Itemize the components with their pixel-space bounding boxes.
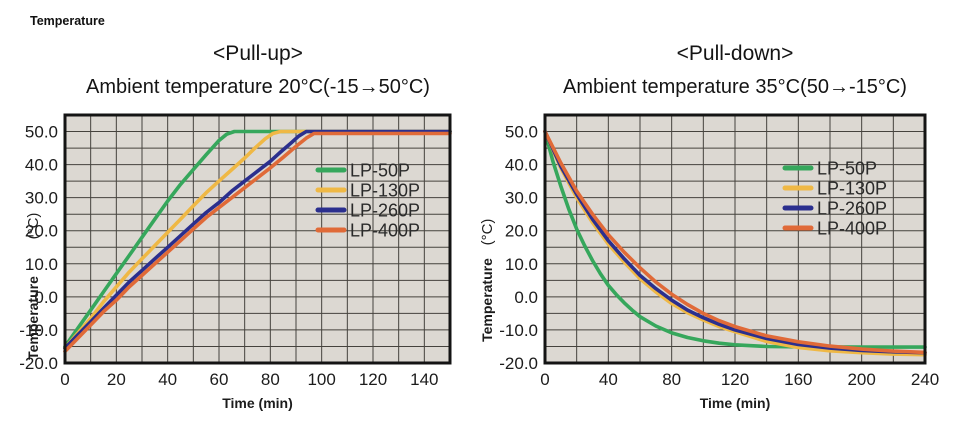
pulldown-x-tick-label: 160	[784, 370, 812, 389]
pulldown-chart-title: <Pull-down>	[676, 42, 794, 65]
pullup-y-tick-label: -20.0	[19, 354, 58, 373]
pulldown-y-tick-label: 20.0	[505, 222, 538, 241]
pulldown-y-tick-label: -20.0	[499, 354, 538, 373]
pullup-x-tick-label: 60	[210, 370, 229, 389]
pulldown-y-axis-unit: (°C)	[479, 219, 496, 246]
pulldown-x-tick-label: 0	[540, 370, 549, 389]
pullup-plot-area	[65, 115, 450, 363]
pulldown-x-tick-label: 80	[662, 370, 681, 389]
pullup-legend-label-LP-260P: LP-260P	[350, 201, 420, 221]
pullup-x-tick-label: 20	[107, 370, 126, 389]
pullup-y-tick-label: 0.0	[34, 288, 58, 307]
pulldown-legend-label-LP-50P: LP-50P	[817, 159, 877, 179]
pullup-legend-label-LP-130P: LP-130P	[350, 181, 420, 201]
pulldown-y-tick-label: 30.0	[505, 189, 538, 208]
pullup-chart-subtitle: Ambient temperature 20°C(-15→50°C)	[86, 76, 430, 98]
pullup-x-tick-label: 0	[60, 370, 69, 389]
pullup-y-axis-label: Temperature	[25, 276, 41, 360]
pulldown-y-tick-label: 40.0	[505, 156, 538, 175]
pullup-x-tick-label: 40	[158, 370, 177, 389]
pullup-series-line-LP-50P	[63, 129, 452, 349]
pullup-x-tick-label: 80	[261, 370, 280, 389]
pullup-series-line-LP-260P	[63, 129, 452, 350]
pulldown-x-tick-label: 120	[721, 370, 749, 389]
pulldown-series-line-LP-130P	[543, 129, 927, 357]
pulldown-x-tick-label: 40	[599, 370, 618, 389]
corner-label-temperature: Temperature	[30, 14, 105, 28]
pulldown-legend-label-LP-400P: LP-400P	[817, 219, 887, 239]
pulldown-legend-label-LP-130P: LP-130P	[817, 179, 887, 199]
pulldown-series-line-LP-400P	[543, 129, 927, 355]
pulldown-y-axis-label: Temperature	[479, 258, 495, 342]
pullup-x-tick-label: 140	[410, 370, 438, 389]
pullup-y-tick-label: 20.0	[25, 222, 58, 241]
pullup-y-tick-label: -10.0	[19, 321, 58, 340]
pullup-plot-border	[63, 113, 452, 365]
pullup-series-line-LP-130P	[63, 129, 452, 350]
pullup-y-tick-label: 30.0	[25, 189, 58, 208]
pulldown-x-tick-label: 240	[911, 370, 939, 389]
pullup-y-tick-label: 40.0	[25, 156, 58, 175]
pulldown-x-axis-label: Time (min)	[700, 395, 771, 411]
pulldown-series-line-LP-260P	[543, 129, 927, 355]
pullup-y-tick-label: 50.0	[25, 123, 58, 142]
pullup-y-tick-label: 10.0	[25, 255, 58, 274]
pulldown-x-tick-label: 200	[847, 370, 875, 389]
pulldown-legend-label-LP-260P: LP-260P	[817, 199, 887, 219]
pulldown-y-tick-label: -10.0	[499, 321, 538, 340]
pullup-x-tick-label: 120	[359, 370, 387, 389]
pulldown-y-tick-label: 0.0	[514, 288, 538, 307]
pullup-y-axis-unit: (°C)	[25, 213, 42, 240]
pulldown-plot-border	[543, 113, 927, 365]
pullup-x-tick-label: 100	[307, 370, 335, 389]
pulldown-series-line-LP-50P	[543, 129, 927, 349]
pulldown-chart-subtitle: Ambient temperature 35°C(50→-15°C)	[563, 76, 907, 98]
pullup-legend-label-LP-400P: LP-400P	[350, 221, 420, 241]
pullup-chart-title: <Pull-up>	[213, 42, 303, 65]
pulldown-y-tick-label: 50.0	[505, 123, 538, 142]
pullup-series-line-LP-400P	[63, 131, 452, 354]
pulldown-y-tick-label: 10.0	[505, 255, 538, 274]
pullup-x-axis-label: Time (min)	[222, 395, 293, 411]
pullup-legend-label-LP-50P: LP-50P	[350, 161, 410, 181]
